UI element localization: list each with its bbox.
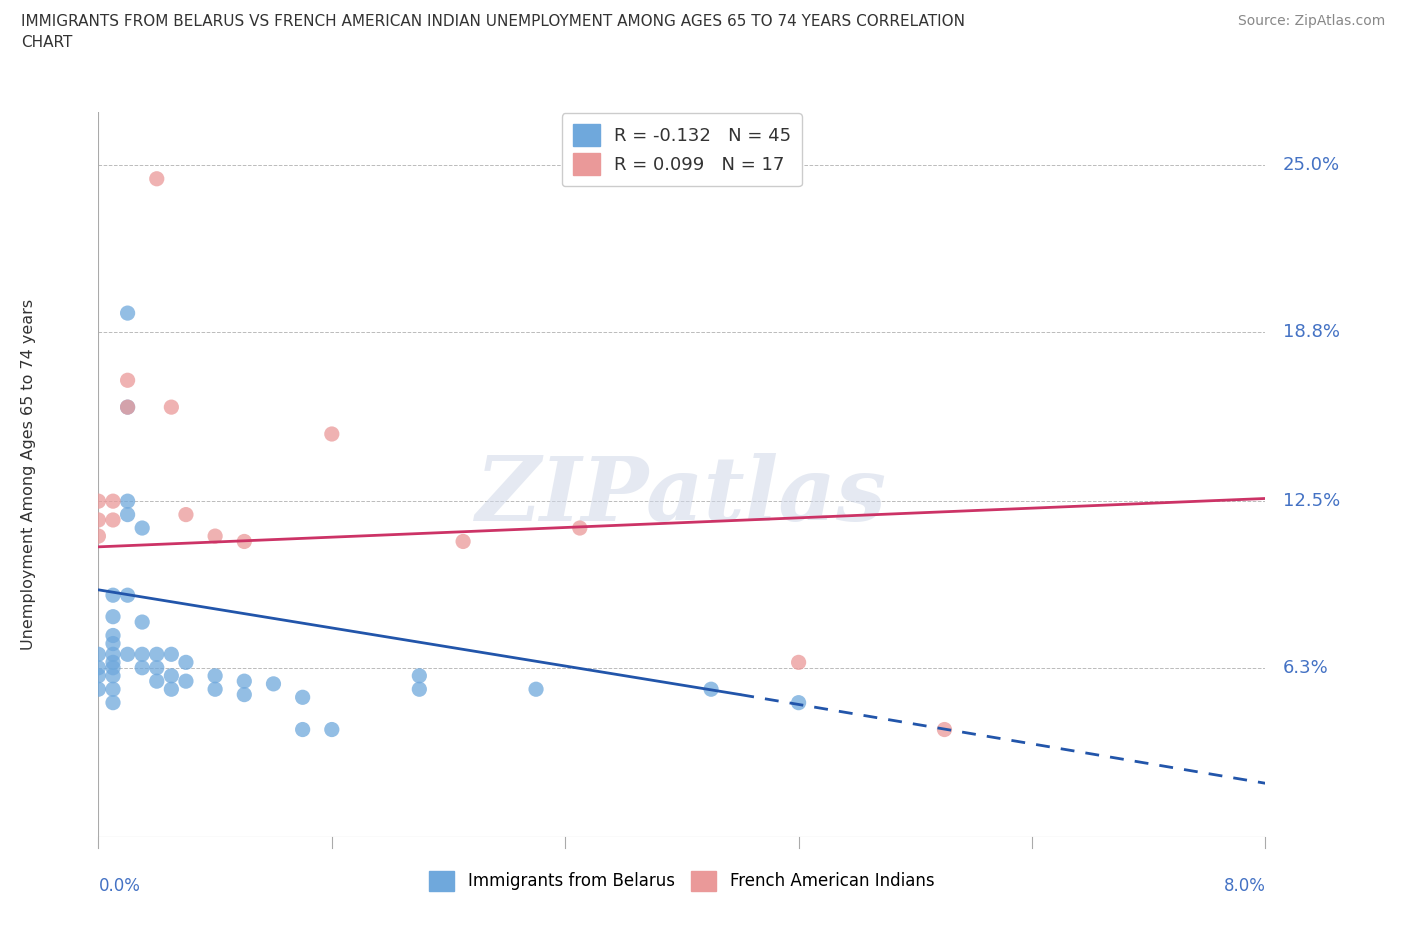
Point	[117, 373, 139, 388]
Point	[117, 494, 139, 509]
Point	[87, 528, 110, 543]
Point	[160, 647, 183, 662]
Point	[87, 494, 110, 509]
Point	[101, 660, 124, 675]
Point	[146, 673, 169, 688]
Point	[101, 655, 124, 670]
Point	[87, 682, 110, 697]
Point	[160, 669, 183, 684]
Text: Unemployment Among Ages 65 to 74 years: Unemployment Among Ages 65 to 74 years	[21, 299, 37, 650]
Point	[117, 306, 139, 321]
Point	[101, 682, 124, 697]
Point	[408, 682, 430, 697]
Point	[117, 507, 139, 522]
Text: 8.0%: 8.0%	[1223, 877, 1265, 895]
Point	[174, 673, 197, 688]
Text: IMMIGRANTS FROM BELARUS VS FRENCH AMERICAN INDIAN UNEMPLOYMENT AMONG AGES 65 TO : IMMIGRANTS FROM BELARUS VS FRENCH AMERIC…	[21, 14, 965, 50]
Point	[204, 682, 226, 697]
Text: Source: ZipAtlas.com: Source: ZipAtlas.com	[1237, 14, 1385, 28]
Point	[160, 682, 183, 697]
Point	[101, 494, 124, 509]
Point	[321, 722, 343, 737]
Text: 18.8%: 18.8%	[1282, 323, 1340, 341]
Point	[146, 171, 169, 186]
Point	[117, 400, 139, 415]
Point	[233, 673, 256, 688]
Point	[321, 427, 343, 442]
Point	[524, 682, 547, 697]
Point	[204, 669, 226, 684]
Point	[131, 647, 153, 662]
Point	[146, 660, 169, 675]
Point	[233, 687, 256, 702]
Point	[934, 722, 956, 737]
Legend: Immigrants from Belarus, French American Indians: Immigrants from Belarus, French American…	[423, 864, 941, 897]
Point	[101, 588, 124, 603]
Text: 25.0%: 25.0%	[1282, 156, 1340, 174]
Point	[174, 507, 197, 522]
Point	[101, 647, 124, 662]
Text: 0.0%: 0.0%	[98, 877, 141, 895]
Text: 6.3%: 6.3%	[1282, 658, 1329, 677]
Point	[87, 669, 110, 684]
Point	[262, 676, 284, 691]
Point	[131, 660, 153, 675]
Point	[101, 669, 124, 684]
Text: ZIPatlas: ZIPatlas	[477, 453, 887, 539]
Point	[87, 512, 110, 527]
Point	[408, 669, 430, 684]
Point	[700, 682, 723, 697]
Point	[101, 696, 124, 711]
Point	[87, 660, 110, 675]
Point	[131, 615, 153, 630]
Point	[291, 722, 314, 737]
Point	[204, 528, 226, 543]
Point	[101, 512, 124, 527]
Point	[146, 647, 169, 662]
Point	[291, 690, 314, 705]
Point	[451, 534, 474, 549]
Point	[174, 655, 197, 670]
Point	[131, 521, 153, 536]
Point	[568, 521, 591, 536]
Point	[87, 647, 110, 662]
Point	[787, 655, 810, 670]
Point	[117, 400, 139, 415]
Point	[117, 647, 139, 662]
Point	[101, 628, 124, 643]
Point	[160, 400, 183, 415]
Text: 12.5%: 12.5%	[1282, 492, 1340, 511]
Point	[787, 696, 810, 711]
Point	[233, 534, 256, 549]
Point	[101, 609, 124, 624]
Point	[101, 636, 124, 651]
Point	[117, 588, 139, 603]
